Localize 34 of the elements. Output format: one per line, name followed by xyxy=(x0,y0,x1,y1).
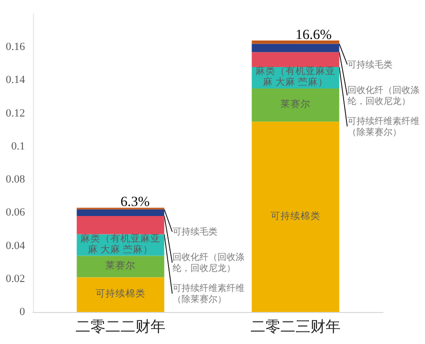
bar xyxy=(76,277,164,312)
bar xyxy=(252,40,340,44)
series-label: 麻类（有机亚麻亚麻 大麻 苎麻） xyxy=(80,232,160,256)
text: 莱赛尔 xyxy=(280,100,310,110)
y-tick-label: 0.1 xyxy=(11,140,25,152)
bar xyxy=(76,209,164,216)
text: 回收化纤（回收涤纶，回收尼龙） xyxy=(347,84,420,106)
text: 可持续纤维素纤维（除莱赛尔） xyxy=(347,116,420,137)
total-label: 6.3% xyxy=(120,195,150,210)
text: 麻类（有机亚麻亚麻 大麻 苎麻） xyxy=(256,67,336,88)
y-tick-label: 0.02 xyxy=(6,272,25,285)
y-tick-label: 0.04 xyxy=(6,240,26,252)
y-tick-label: 0.12 xyxy=(6,107,25,120)
y-tick-label: 0.06 xyxy=(6,206,26,219)
y-tick-label: 0 xyxy=(20,306,26,318)
bar xyxy=(76,256,164,278)
bar xyxy=(252,52,340,67)
text: 可持续毛类 xyxy=(172,226,218,237)
x-tick-label: 二零二三财年 xyxy=(250,318,340,336)
x-tick-label: 二零二二财年 xyxy=(76,318,166,336)
series-label: 莱赛尔 xyxy=(106,259,136,272)
text: 可持续棉类 xyxy=(270,212,320,222)
bar xyxy=(252,88,340,122)
total-label: 16.6% xyxy=(296,28,332,43)
y-tick-label: 0.08 xyxy=(6,174,26,186)
bar xyxy=(252,122,340,312)
series-label: 可持续毛类 xyxy=(347,59,392,70)
series-label: 可持续棉类 xyxy=(96,288,146,300)
y-tick-label: 0.16 xyxy=(6,41,26,54)
y-tick-label: 0.14 xyxy=(6,74,26,86)
text: 可持续纤维素纤维（除莱赛尔） xyxy=(172,283,244,304)
bar xyxy=(252,44,340,52)
text: 回收化纤（回收涤纶，回收尼龙） xyxy=(172,252,244,274)
bar xyxy=(76,216,164,234)
